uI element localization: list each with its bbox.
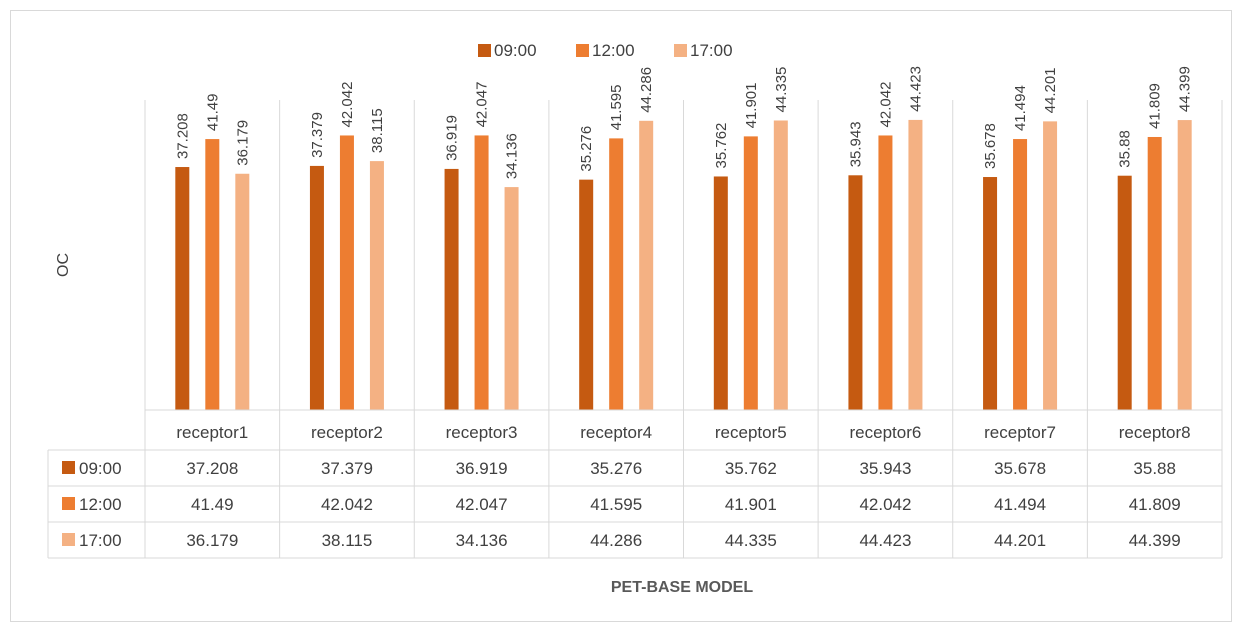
- table-cell: 44.399: [1129, 531, 1181, 550]
- tick-label-receptor6: receptor6: [850, 423, 922, 442]
- row-label: 09:00: [79, 459, 122, 478]
- x-axis-label: PET-BASE MODEL: [611, 579, 753, 596]
- table-cell: 41.494: [994, 495, 1046, 514]
- table-cell: 44.335: [725, 531, 777, 550]
- data-label: 44.399: [1177, 66, 1194, 112]
- tick-label-receptor7: receptor7: [984, 423, 1056, 442]
- table-cell: 37.379: [321, 459, 373, 478]
- table-cell: 44.201: [994, 531, 1046, 550]
- table-cell: 35.88: [1133, 459, 1176, 478]
- data-label: 41.809: [1147, 83, 1164, 129]
- table-cell: 36.179: [186, 531, 238, 550]
- bar-1200-receptor3: [474, 135, 489, 410]
- row-legend-key: [62, 497, 75, 510]
- table-cell: 35.943: [859, 459, 911, 478]
- bar-0900-receptor3: [444, 168, 459, 410]
- row-legend-key: [62, 461, 75, 474]
- table-cell: 35.762: [725, 459, 777, 478]
- data-label: 41.49: [204, 94, 221, 132]
- legend-key-1200: [576, 44, 589, 57]
- table-cell: 44.286: [590, 531, 642, 550]
- bar-1200-receptor4: [609, 138, 624, 410]
- data-label: 44.286: [638, 67, 655, 113]
- bar-1700-receptor5: [773, 120, 788, 411]
- tick-label-receptor3: receptor3: [446, 423, 518, 442]
- tick-label-receptor5: receptor5: [715, 423, 787, 442]
- data-label: 38.115: [369, 108, 386, 153]
- bar-1200-receptor2: [339, 135, 354, 410]
- legend: 09:00 12:00 17:00: [478, 41, 733, 60]
- legend-key-1700: [674, 44, 687, 57]
- bar-1200-receptor6: [878, 135, 893, 410]
- table-cell: 41.901: [725, 495, 777, 514]
- table-cell: 41.49: [191, 495, 234, 514]
- data-label: 35.88: [1117, 130, 1134, 168]
- table-cell: 42.042: [859, 495, 911, 514]
- data-label: 35.276: [578, 126, 595, 172]
- tick-label-receptor8: receptor8: [1119, 423, 1191, 442]
- row-label: 17:00: [79, 531, 122, 550]
- tick-label-receptor1: receptor1: [176, 423, 248, 442]
- data-label: 44.201: [1042, 67, 1059, 113]
- table-cell: 41.595: [590, 495, 642, 514]
- bar-1700-receptor2: [369, 161, 384, 410]
- bar-0900-receptor2: [309, 165, 324, 410]
- data-label: 41.494: [1012, 85, 1029, 131]
- data-label: 44.335: [773, 67, 790, 113]
- data-label: 42.047: [474, 82, 491, 128]
- table-cell: 35.678: [994, 459, 1046, 478]
- bar-0900-receptor7: [983, 177, 998, 410]
- data-label: 36.919: [444, 115, 461, 161]
- data-label: 34.136: [504, 133, 521, 179]
- data-label: 37.208: [174, 113, 191, 159]
- bar-0900-receptor5: [713, 176, 728, 410]
- data-label: 42.042: [877, 82, 894, 128]
- bar-0900-receptor8: [1117, 175, 1132, 410]
- row-label: 12:00: [79, 495, 122, 514]
- data-label: 35.943: [847, 121, 864, 167]
- data-label: 37.379: [309, 112, 326, 158]
- bar-1700-receptor7: [1043, 121, 1058, 411]
- bar-1700-receptor6: [908, 119, 923, 410]
- table-cell: 37.208: [186, 459, 238, 478]
- data-label: 35.762: [713, 123, 730, 169]
- table-cell: 44.423: [859, 531, 911, 550]
- tick-label-receptor4: receptor4: [580, 423, 652, 442]
- legend-label: 17:00: [690, 41, 733, 60]
- legend-label: 12:00: [592, 41, 635, 60]
- table-cell: 38.115: [322, 531, 373, 550]
- bar-1200-receptor5: [743, 136, 758, 410]
- bar-1700-receptor1: [235, 173, 250, 410]
- bar-1200-receptor7: [1013, 139, 1028, 410]
- data-label: 35.678: [982, 123, 999, 169]
- data-table: receptor1 receptor2 receptor3 receptor4 rece…: [47, 100, 1223, 559]
- table-cell: 41.809: [1129, 495, 1181, 514]
- legend-key-0900: [478, 44, 491, 57]
- bar-0900-receptor1: [175, 167, 190, 410]
- data-label: 44.423: [907, 66, 924, 112]
- y-axis-label: OC: [55, 253, 72, 277]
- bar-1700-receptor8: [1177, 120, 1192, 411]
- bar-1700-receptor4: [639, 120, 654, 410]
- data-label: 36.179: [234, 120, 251, 166]
- bars: 37.208 41.49 36.179 37.379 42.042 38.115 36.91…: [174, 66, 1194, 411]
- bar-0900-receptor4: [579, 179, 594, 410]
- table-cell: 34.136: [456, 531, 508, 550]
- legend-label: 09:00: [494, 41, 537, 60]
- tick-label-receptor2: receptor2: [311, 423, 383, 442]
- table-cell: 35.276: [590, 459, 642, 478]
- table-cell: 42.047: [456, 495, 508, 514]
- bar-1200-receptor8: [1147, 136, 1162, 410]
- table-cell: 42.042: [321, 495, 373, 514]
- data-label: 41.901: [743, 82, 760, 128]
- bar-0900-receptor6: [848, 175, 863, 410]
- table-cell: 36.919: [456, 459, 508, 478]
- bar-1200-receptor1: [205, 139, 220, 410]
- data-label: 41.595: [608, 84, 625, 130]
- data-label: 42.042: [339, 82, 356, 128]
- bar-1700-receptor3: [504, 187, 519, 410]
- row-legend-key: [62, 533, 75, 546]
